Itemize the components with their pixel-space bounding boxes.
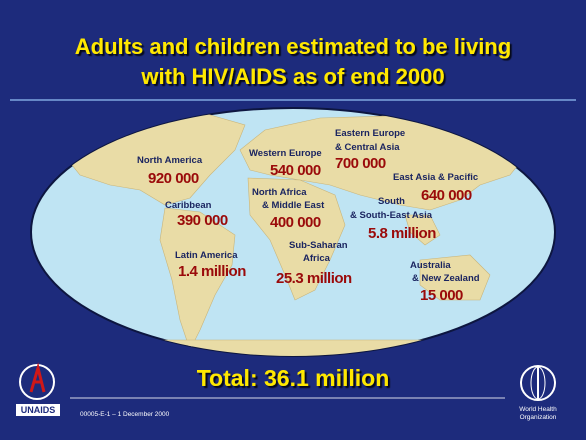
region-value: 5.8 million xyxy=(368,225,436,242)
region-value: 640 000 xyxy=(421,187,472,204)
total: Total: 36.1 million xyxy=(197,365,390,391)
logo-text: UNAIDS xyxy=(21,405,56,415)
region-name: Western Europe xyxy=(249,148,322,159)
region-name: & Central Asia xyxy=(335,142,400,153)
region-name: & Middle East xyxy=(262,200,325,211)
region-value: 540 000 xyxy=(270,162,321,179)
region-name: Sub-Saharan xyxy=(289,240,348,251)
region-name: North Africa xyxy=(252,187,307,198)
region-name: North America xyxy=(137,155,203,166)
region-value: 920 000 xyxy=(148,170,199,187)
region-value: 15 000 xyxy=(420,287,463,304)
logo-text: World Health xyxy=(519,406,557,413)
region-name: Caribbean xyxy=(165,200,212,211)
footer: 00005-E-1 – 1 December 2000 xyxy=(80,411,170,418)
region-value: 700 000 xyxy=(335,155,386,172)
title-line: with HIV/AIDS as of end 2000 xyxy=(140,64,444,89)
region-value: 400 000 xyxy=(270,214,321,231)
region-name: East Asia & Pacific xyxy=(393,172,478,183)
region-name: Eastern Europe xyxy=(335,128,405,139)
region-value: 1.4 million xyxy=(178,263,246,280)
who-logo: World Health Organization xyxy=(519,365,557,421)
unaids-logo: UNAIDS xyxy=(16,362,60,416)
title-line: Adults and children estimated to be livi… xyxy=(75,34,511,59)
logo-text: Organization xyxy=(520,414,557,421)
region-name: Australia xyxy=(410,260,451,271)
region-name: & New Zealand xyxy=(412,273,480,284)
region-name: South xyxy=(378,196,405,207)
region-name: Africa xyxy=(303,253,331,264)
region-name: Latin America xyxy=(175,250,238,261)
region-value: 390 000 xyxy=(177,212,228,229)
region-value: 25.3 million xyxy=(276,270,352,287)
region-name: & South-East Asia xyxy=(350,210,433,221)
